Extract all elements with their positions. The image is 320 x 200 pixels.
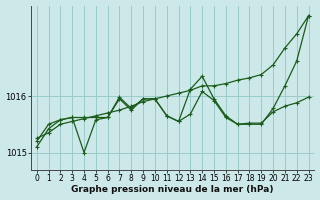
X-axis label: Graphe pression niveau de la mer (hPa): Graphe pression niveau de la mer (hPa) [71, 185, 274, 194]
